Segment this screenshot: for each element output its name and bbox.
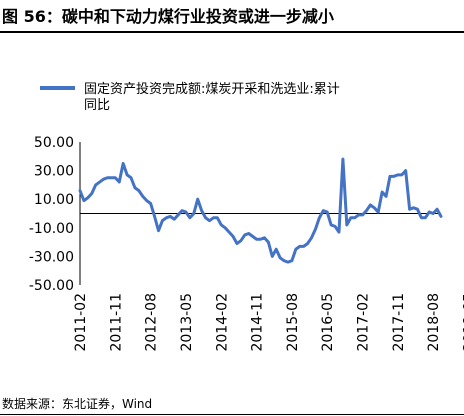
x-tick-label: 2011-11 bbox=[108, 293, 124, 352]
x-tick-label: 2012-08 bbox=[144, 293, 160, 352]
x-tick-label: 2013-05 bbox=[179, 293, 195, 352]
y-tick-label: 10.00 bbox=[34, 192, 74, 208]
x-tick-label: 2014-02 bbox=[214, 293, 230, 352]
source-note: 数据来源：东北证券，Wind bbox=[2, 397, 153, 411]
series-line bbox=[78, 157, 443, 264]
x-tick-label: 2016-05 bbox=[320, 293, 336, 352]
x-tick-label: 2017-11 bbox=[391, 293, 407, 352]
footer-divider bbox=[0, 414, 464, 415]
line-chart: 固定资产投资完成额:煤炭开采和洗选业:累计 同比 50.00 30.00 10.00… bbox=[29, 81, 464, 352]
x-tick-label: 2011-02 bbox=[73, 293, 89, 352]
x-axis: 2011-02 2011-11 2012-08 2013-05 2014-02 2014-… bbox=[73, 213, 464, 352]
x-tick-label: 2015-08 bbox=[285, 293, 301, 352]
y-tick-label: -50.00 bbox=[29, 278, 74, 294]
legend-label-line2: 同比 bbox=[84, 98, 110, 113]
x-tick-label: 2014-11 bbox=[250, 293, 266, 352]
x-tick-label: 2018-08 bbox=[426, 293, 442, 352]
y-tick-label: 30.00 bbox=[34, 164, 74, 180]
y-tick-label: -10.00 bbox=[29, 221, 74, 237]
legend: 固定资产投资完成额:煤炭开采和洗选业:累计 同比 bbox=[40, 81, 340, 113]
x-tick-label: 2019-05 bbox=[461, 293, 464, 352]
plot-area bbox=[78, 157, 443, 264]
x-tick-label: 2017-02 bbox=[356, 293, 372, 352]
y-tick-label: -30.00 bbox=[29, 249, 74, 265]
chart-title: 图 56：碳中和下动力煤行业投资或进一步减小 bbox=[2, 7, 334, 26]
legend-label-line1: 固定资产投资完成额:煤炭开采和洗选业:累计 bbox=[84, 81, 340, 97]
y-tick-label: 50.00 bbox=[34, 135, 74, 151]
y-axis: 50.00 30.00 10.00 -10.00 -30.00 -50.00 bbox=[29, 135, 81, 294]
title-divider bbox=[0, 31, 464, 33]
